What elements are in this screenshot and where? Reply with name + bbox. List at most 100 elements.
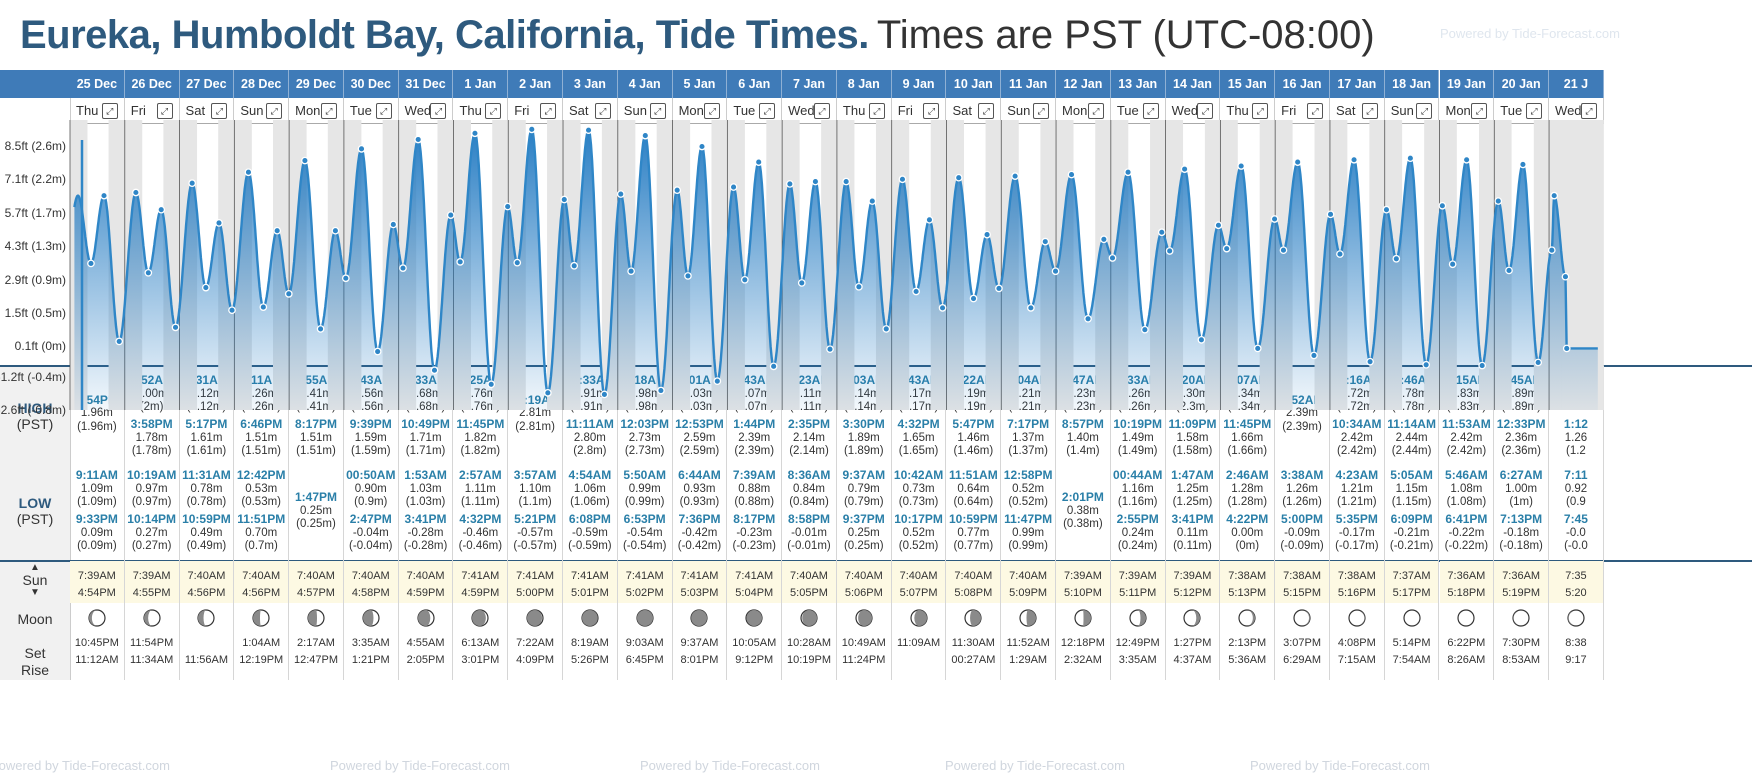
tide-extreme-point[interactable]: [938, 304, 947, 312]
expand-icon[interactable]: ⤢: [1306, 103, 1323, 119]
tide-extreme-point[interactable]: [1310, 351, 1318, 360]
tide-extreme-point[interactable]: [1197, 335, 1206, 344]
tide-extreme-point[interactable]: [1550, 191, 1559, 200]
expand-icon[interactable]: ⤢: [813, 103, 830, 119]
tide-extreme-point[interactable]: [1222, 244, 1231, 253]
tide-extreme-point[interactable]: [487, 380, 496, 389]
tide-extreme-point[interactable]: [769, 362, 778, 371]
expand-icon[interactable]: ⤢: [1416, 103, 1433, 119]
tide-extreme-point[interactable]: [1141, 325, 1149, 334]
tide-extreme-point[interactable]: [389, 220, 398, 229]
tide-extreme-point[interactable]: [244, 168, 253, 177]
tide-extreme-point[interactable]: [100, 191, 108, 200]
tide-extreme-point[interactable]: [740, 275, 749, 284]
tide-extreme-point[interactable]: [868, 197, 877, 205]
tide-extreme-point[interactable]: [1448, 260, 1457, 269]
expand-icon[interactable]: ⤢: [1142, 103, 1159, 119]
tide-extreme-point[interactable]: [995, 284, 1003, 293]
expand-icon[interactable]: ⤢: [759, 103, 776, 119]
tide-extreme-point[interactable]: [543, 388, 552, 397]
expand-icon[interactable]: ⤢: [868, 103, 885, 119]
expand-icon[interactable]: ⤢: [540, 103, 556, 119]
tide-extreme-point[interactable]: [1067, 170, 1076, 179]
tide-extreme-point[interactable]: [1108, 254, 1117, 262]
tide-extreme-point[interactable]: [1336, 250, 1344, 258]
tide-extreme-point[interactable]: [399, 264, 407, 272]
tide-extreme-point[interactable]: [1519, 160, 1527, 169]
tide-extreme-point[interactable]: [1494, 197, 1503, 205]
tide-extreme-point[interactable]: [584, 126, 593, 134]
expand-icon[interactable]: ⤢: [594, 103, 611, 119]
expand-icon[interactable]: ⤢: [1361, 103, 1378, 119]
tide-extreme-point[interactable]: [898, 175, 907, 184]
tide-extreme-point[interactable]: [1562, 344, 1571, 353]
tide-extreme-point[interactable]: [560, 195, 569, 204]
tide-extreme-point[interactable]: [811, 177, 820, 186]
expand-icon[interactable]: ⤢: [266, 103, 283, 119]
expand-icon[interactable]: ⤢: [485, 103, 502, 119]
tide-extreme-point[interactable]: [430, 366, 439, 375]
tide-extreme-point[interactable]: [157, 205, 166, 214]
tide-extreme-point[interactable]: [316, 325, 325, 333]
tide-extreme-point[interactable]: [1293, 158, 1302, 166]
tide-extreme-point[interactable]: [446, 211, 455, 219]
expand-icon[interactable]: ⤢: [923, 103, 940, 119]
tide-extreme-point[interactable]: [331, 226, 340, 235]
tide-extreme-point[interactable]: [983, 230, 991, 239]
expand-icon[interactable]: ⤢: [211, 103, 228, 119]
tide-extreme-point[interactable]: [228, 306, 236, 315]
tide-extreme-point[interactable]: [1084, 314, 1092, 323]
expand-icon[interactable]: ⤢: [1197, 103, 1214, 119]
tide-extreme-point[interactable]: [144, 268, 153, 277]
tide-extreme-point[interactable]: [357, 144, 366, 153]
tide-extreme-point[interactable]: [826, 345, 834, 354]
expand-icon[interactable]: ⤢: [375, 103, 392, 119]
tide-extreme-point[interactable]: [1237, 162, 1246, 170]
tide-extreme-point[interactable]: [616, 190, 625, 198]
tide-extreme-point[interactable]: [754, 158, 763, 166]
expand-icon[interactable]: ⤢: [1580, 103, 1597, 119]
tide-extreme-point[interactable]: [1100, 235, 1108, 244]
tide-extreme-point[interactable]: [1366, 357, 1374, 366]
tide-extreme-point[interactable]: [284, 289, 293, 298]
expand-icon[interactable]: ⤢: [978, 103, 995, 119]
tide-extreme-point[interactable]: [1382, 205, 1391, 214]
tide-extreme-point[interactable]: [912, 287, 920, 296]
tide-extreme-point[interactable]: [87, 259, 95, 268]
tide-extreme-point[interactable]: [1124, 168, 1132, 177]
tide-extreme-point[interactable]: [600, 390, 609, 399]
tide-extreme-point[interactable]: [259, 303, 268, 311]
expand-icon[interactable]: ⤢: [1526, 103, 1543, 119]
tide-extreme-point[interactable]: [1478, 361, 1486, 370]
tide-extreme-point[interactable]: [1392, 254, 1401, 263]
tide-extreme-point[interactable]: [527, 125, 536, 134]
tide-extreme-point[interactable]: [171, 323, 180, 332]
tide-extreme-point[interactable]: [513, 258, 522, 267]
tide-extreme-point[interactable]: [1011, 172, 1019, 180]
tide-extreme-point[interactable]: [627, 267, 635, 276]
tide-extreme-point[interactable]: [471, 129, 479, 138]
expand-icon[interactable]: ⤢: [1033, 103, 1050, 119]
tide-extreme-point[interactable]: [1422, 360, 1430, 369]
tide-extreme-point[interactable]: [925, 215, 934, 224]
tide-extreme-point[interactable]: [414, 135, 423, 144]
tide-extreme-point[interactable]: [132, 188, 140, 197]
tide-extreme-point[interactable]: [503, 202, 512, 211]
tide-extreme-point[interactable]: [1214, 221, 1223, 230]
tide-extreme-point[interactable]: [215, 219, 223, 227]
tide-extreme-point[interactable]: [341, 274, 350, 283]
tide-extreme-point[interactable]: [855, 282, 863, 291]
tide-extreme-point[interactable]: [1027, 304, 1035, 312]
expand-icon[interactable]: ⤢: [430, 103, 447, 119]
expand-icon[interactable]: ⤢: [1471, 103, 1488, 119]
tide-extreme-point[interactable]: [1534, 358, 1542, 367]
tide-extreme-point[interactable]: [1462, 155, 1471, 164]
tide-extreme-point[interactable]: [673, 186, 682, 195]
tide-extreme-point[interactable]: [713, 377, 722, 386]
tide-extreme-point[interactable]: [657, 386, 665, 395]
tide-extreme-point[interactable]: [1041, 237, 1050, 246]
expand-icon[interactable]: ⤢: [156, 103, 173, 119]
tide-extreme-point[interactable]: [969, 294, 978, 303]
tide-extreme-point[interactable]: [570, 261, 579, 270]
tide-extreme-point[interactable]: [1180, 165, 1189, 173]
